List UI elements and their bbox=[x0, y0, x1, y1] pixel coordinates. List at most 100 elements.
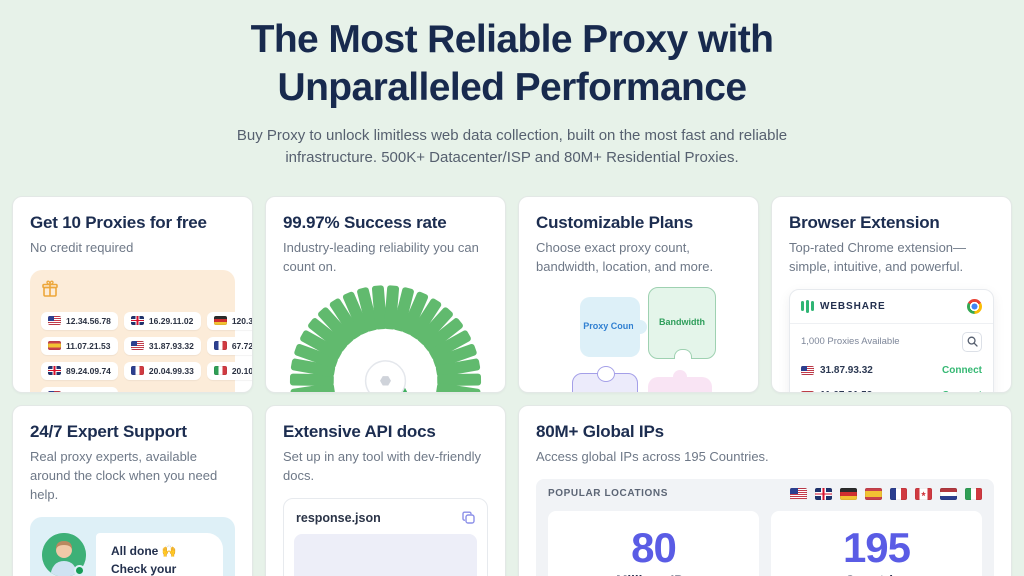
stat-label: Million+ IPs bbox=[548, 573, 759, 576]
proxy-ip-chip: 11.07.21.53 bbox=[41, 336, 118, 355]
stat-value: 195 bbox=[842, 523, 911, 571]
card-description: Set up in any tool with dev-friendly doc… bbox=[283, 449, 481, 483]
card-description: Real proxy experts, available around the… bbox=[30, 449, 218, 502]
country-flag-icon bbox=[965, 487, 982, 500]
country-flag-icon bbox=[48, 316, 61, 326]
support-agent-avatar bbox=[42, 532, 86, 576]
copy-icon bbox=[462, 511, 475, 524]
brand-name: WEBSHARE bbox=[820, 300, 886, 312]
card-expert-support: 24/7 Expert Support Real proxy experts, … bbox=[12, 405, 253, 576]
connect-link[interactable]: Connect bbox=[942, 390, 982, 392]
country-flag-icon bbox=[890, 487, 907, 500]
proxy-ip: 20.04.99.33 bbox=[148, 365, 194, 376]
hero-subtitle: Buy Proxy to unlock limitless web data c… bbox=[236, 126, 788, 167]
proxy-ip-chip: 31.87.93.32 bbox=[123, 336, 201, 355]
country-flag-icon bbox=[865, 487, 882, 500]
stat-countries: 195 Countries bbox=[771, 510, 982, 576]
stat-value: 80 bbox=[631, 523, 677, 571]
country-flag-icon bbox=[801, 390, 814, 392]
stat-million-ips: 80 Million+ IPs bbox=[548, 510, 759, 576]
card-description: Industry-leading reliability you can cou… bbox=[283, 240, 479, 274]
page-title: The Most Reliable Proxy with Unparalleled… bbox=[0, 16, 1024, 112]
popular-locations-panel: POPULAR LOCATIONS 80 bbox=[536, 478, 994, 576]
gauge-hub-nut bbox=[380, 375, 391, 386]
extension-proxy-row: 11.07.21.53 Connect bbox=[790, 383, 993, 392]
proxy-ip-chip: 21.34.21.23 bbox=[41, 386, 118, 392]
card-global-ips: 80M+ Global IPs Access global IPs across… bbox=[518, 405, 1012, 576]
card-free-proxies: Get 10 Proxies for free No credit requir… bbox=[12, 196, 253, 393]
extension-widget: WEBSHARE 1,000 Proxies Available 31.87.9… bbox=[789, 288, 994, 392]
card-description: Choose exact proxy count, bandwidth, loc… bbox=[536, 240, 714, 274]
search-button[interactable] bbox=[962, 331, 982, 352]
chat-bubble-agent: All done 🙌 Check your Dashboard bbox=[96, 532, 223, 576]
proxy-ip-chip: 20.04.99.33 bbox=[123, 361, 201, 380]
country-flag-icon bbox=[48, 391, 61, 392]
country-flag-icon bbox=[130, 316, 144, 326]
card-title: Browser Extension bbox=[789, 213, 940, 232]
card-title: 99.97% Success rate bbox=[283, 213, 447, 232]
webshare-logo-icon bbox=[801, 299, 814, 313]
success-gauge bbox=[289, 285, 482, 392]
card-title: Extensive API docs bbox=[283, 422, 436, 441]
stat-label: Countries bbox=[771, 573, 982, 576]
search-icon bbox=[967, 336, 978, 347]
support-chat-illustration: All done 🙌 Check your Dashboard ✓ Thank … bbox=[30, 516, 235, 576]
proxy-ip: 11.07.21.53 bbox=[820, 390, 872, 392]
proxy-ip-chip: 16.29.11.02 bbox=[123, 311, 201, 330]
popular-locations-flags bbox=[790, 487, 982, 500]
card-title: Customizable Plans bbox=[536, 213, 693, 232]
country-flag-icon bbox=[213, 341, 227, 351]
country-flag-icon bbox=[940, 487, 957, 500]
popular-locations-label: POPULAR LOCATIONS bbox=[548, 488, 669, 500]
puzzle-piece-proxy-refresh: Proxy Refresh bbox=[648, 369, 712, 392]
page-title-line1: The Most Reliable Proxy with bbox=[250, 18, 774, 61]
extension-header: WEBSHARE bbox=[790, 290, 993, 324]
country-flag-icon bbox=[815, 487, 832, 500]
proxy-ip: 16.29.11.02 bbox=[148, 315, 194, 326]
proxies-available-label: 1,000 Proxies Available bbox=[801, 336, 900, 348]
card-description: Top-rated Chrome extension—simple, intui… bbox=[789, 240, 967, 274]
puzzle-piece-proxy-count: Proxy Count bbox=[580, 296, 647, 357]
proxy-ip: 11.07.21.53 bbox=[66, 340, 111, 351]
card-description: Access global IPs across 195 Countries. bbox=[536, 449, 769, 464]
card-success-rate: 99.97% Success rate Industry-leading rel… bbox=[265, 196, 506, 393]
chrome-icon bbox=[967, 298, 982, 314]
copy-button[interactable] bbox=[462, 511, 475, 524]
country-flag-icon bbox=[213, 366, 227, 376]
proxy-ip-list: 12.34.56.78 16.29.11.02 120.32.56.78 11.… bbox=[41, 311, 252, 392]
country-flag-icon bbox=[213, 316, 227, 326]
connect-link[interactable]: Connect bbox=[942, 364, 982, 376]
card-api-docs: Extensive API docs Set up in any tool wi… bbox=[265, 405, 506, 576]
agent-photo bbox=[42, 532, 86, 576]
proxy-ip-chip: 12.34.56.78 bbox=[41, 311, 118, 330]
country-flag-icon bbox=[130, 341, 144, 351]
card-title: Get 10 Proxies for free bbox=[30, 213, 207, 232]
proxy-ip: 21.34.21.23 bbox=[66, 391, 111, 392]
success-gauge-illustration bbox=[283, 277, 488, 392]
proxy-ip-chip: 67.72.17.29 bbox=[206, 336, 253, 355]
code-block: 1"count": 35, 2"next": null, 3"previous"… bbox=[294, 533, 477, 576]
card-customizable-plans: Customizable Plans Choose exact proxy co… bbox=[518, 196, 759, 393]
country-flag-icon bbox=[130, 366, 144, 376]
online-status-dot bbox=[74, 564, 85, 576]
country-flag-icon bbox=[790, 487, 807, 500]
page-title-line2: Unparalleled Performance bbox=[277, 65, 748, 109]
country-flag-icon bbox=[915, 487, 932, 500]
country-flag-icon bbox=[48, 366, 61, 376]
webshare-brand: WEBSHARE bbox=[801, 299, 886, 313]
proxy-ip: 67.72.17.29 bbox=[231, 340, 253, 351]
hero-section: The Most Reliable Proxy with Unparalleled… bbox=[0, 0, 1024, 196]
proxy-ip: 120.32.56.78 bbox=[231, 315, 253, 326]
card-title: 80M+ Global IPs bbox=[536, 422, 664, 441]
proxy-ip: 12.34.56.78 bbox=[66, 315, 111, 326]
free-proxies-illustration: 12.34.56.78 16.29.11.02 120.32.56.78 11.… bbox=[30, 269, 252, 392]
card-browser-extension: Browser Extension Top-rated Chrome exten… bbox=[771, 196, 1012, 393]
country-flag-icon bbox=[48, 341, 61, 351]
chat-message-line2: Check your Dashboard bbox=[111, 561, 177, 576]
country-flag-icon bbox=[840, 487, 857, 500]
plans-puzzle-illustration: Proxy Count Bandwidth Locations Proxy Re… bbox=[536, 283, 741, 392]
gift-icon bbox=[42, 280, 58, 297]
proxy-ip-chip: 20.10.89.53 bbox=[206, 361, 252, 380]
proxy-ip: 31.87.93.32 bbox=[820, 364, 873, 376]
